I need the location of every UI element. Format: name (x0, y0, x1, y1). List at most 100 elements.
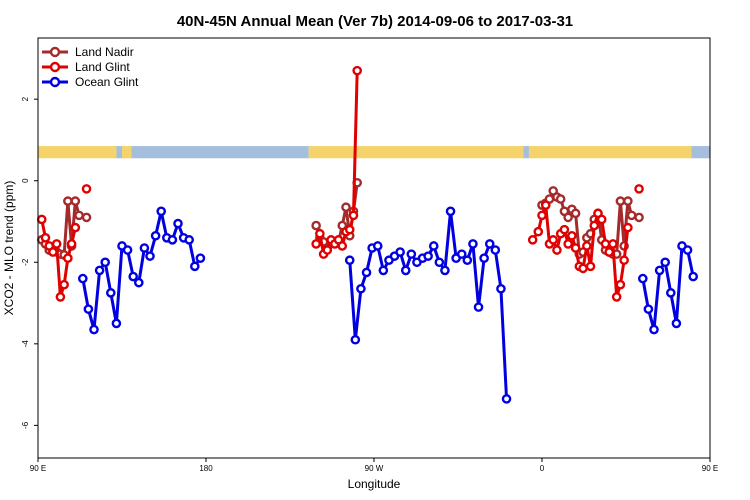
data-point (596, 214, 607, 225)
x-tick-label: 0 (540, 464, 545, 473)
data-point (395, 247, 405, 257)
data-point (589, 220, 600, 231)
data-point (74, 210, 84, 221)
data-point (156, 206, 166, 217)
y-axis-label: XCO2 - MLO trend (ppm) (2, 181, 16, 316)
data-point (462, 255, 473, 266)
y-tick-label: -4 (21, 340, 30, 348)
data-point (666, 288, 676, 298)
data-point (122, 245, 133, 255)
data-point (111, 318, 122, 329)
legend-item: Land Nadir (42, 45, 134, 59)
data-point (322, 245, 333, 255)
data-point (344, 224, 355, 235)
data-point (63, 253, 73, 263)
data-point (578, 263, 588, 274)
data-point (537, 210, 547, 221)
data-point (100, 257, 110, 268)
data-point (106, 288, 116, 298)
data-point (428, 241, 439, 251)
data-point (649, 324, 659, 335)
y-tick-label: -2 (21, 258, 30, 266)
data-point (552, 245, 562, 255)
data-point (540, 200, 551, 210)
data-point (66, 239, 77, 249)
data-point (533, 226, 544, 237)
data-point (150, 230, 161, 241)
data-point (128, 271, 138, 282)
data-point (423, 251, 433, 261)
data-point (604, 247, 615, 257)
data-point (81, 184, 92, 194)
legend-swatch-marker (49, 76, 61, 88)
series-line (81, 210, 202, 330)
legend-item: Ocean Glint (42, 75, 139, 89)
x-tick-label: 90 W (365, 464, 384, 473)
series-1 (36, 65, 644, 302)
data-point (167, 235, 178, 245)
data-point (456, 249, 467, 259)
strip-segment-ocean (523, 146, 529, 159)
data-point (348, 210, 359, 221)
y-tick-label: 0 (21, 178, 30, 183)
data-point (83, 304, 94, 314)
data-point (361, 267, 372, 278)
data-point (563, 212, 573, 223)
data-point (311, 220, 321, 231)
strip-segment-land (528, 146, 692, 159)
strip-segment-ocean (691, 146, 710, 159)
data-point (473, 302, 484, 312)
data-point (468, 239, 478, 249)
data-point (634, 212, 644, 223)
data-point (55, 292, 66, 302)
legend-label: Land Nadir (75, 45, 134, 59)
data-point (643, 304, 654, 314)
data-point (311, 239, 321, 249)
data-point (615, 279, 626, 290)
data-point (378, 265, 389, 276)
data-point (501, 394, 512, 404)
legend-label: Ocean Glint (75, 75, 139, 89)
legend-swatch-marker (49, 46, 61, 58)
y-axis: 2 0 -2 -4 -6 (21, 96, 38, 429)
data-point (671, 318, 682, 329)
data-point (184, 235, 194, 245)
strip-segment-ocean (131, 146, 309, 159)
series-layer (36, 65, 699, 404)
strip-segment-land (308, 146, 524, 159)
data-point (623, 196, 633, 206)
data-point (139, 243, 150, 253)
data-point (688, 271, 699, 282)
chart-title: 40N-45N Annual Mean (Ver 7b) 2014-09-06 … (177, 13, 573, 30)
data-point (372, 241, 383, 251)
data-point (615, 196, 626, 206)
legend-label: Land Glint (75, 60, 130, 74)
data-point (48, 247, 58, 257)
strip-segment-ocean (116, 146, 122, 159)
x-tick-label: 180 (199, 464, 213, 473)
data-point (89, 324, 99, 335)
x-tick-label: 90 E (702, 464, 718, 473)
land-ocean-strip (38, 146, 710, 159)
data-point (337, 241, 348, 251)
legend-item: Land Glint (42, 60, 130, 74)
data-point (189, 261, 200, 272)
series-line (348, 211, 509, 399)
data-point (479, 253, 489, 263)
series-2 (78, 206, 699, 404)
data-point (608, 239, 618, 249)
strip-segment-land (122, 146, 132, 159)
data-point (660, 257, 671, 268)
data-point (623, 222, 633, 233)
data-point (133, 277, 144, 288)
data-point (81, 212, 92, 223)
y-tick-label: -6 (21, 421, 30, 429)
data-point (78, 273, 88, 284)
data-point (70, 222, 81, 233)
data-point (400, 265, 411, 276)
legend-swatch-marker (49, 61, 61, 73)
data-point (634, 184, 644, 194)
data-point (40, 233, 51, 243)
